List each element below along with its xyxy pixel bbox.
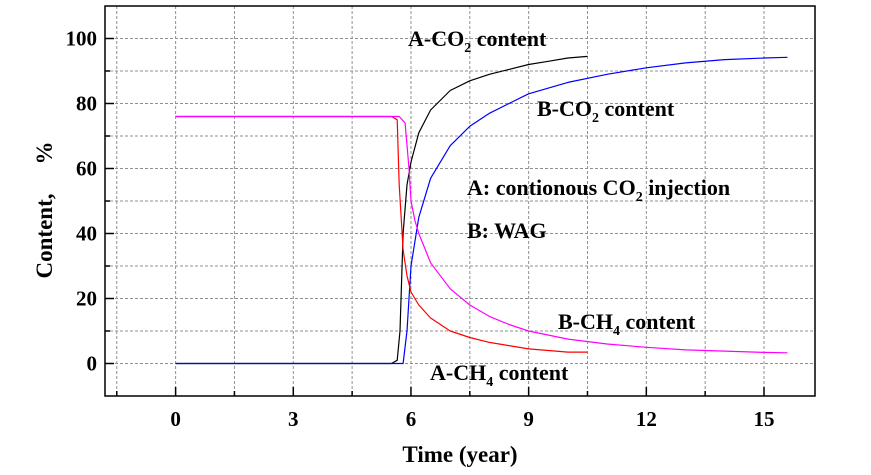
- y-axis-label-group: Content, %: [32, 142, 57, 279]
- series-line-b-ch4: [175, 115, 788, 354]
- a-co2-annotation: A-CO2 content: [408, 26, 547, 56]
- y-axis-unit: %: [32, 142, 57, 165]
- legend-a-note: A: contionous CO2 injection: [467, 175, 730, 205]
- axis-ticks: 0 3 6 9 12 15 0 20 40 60 80 100: [66, 27, 775, 432]
- y-tick-label: 0: [87, 352, 98, 376]
- series-line-a-co2: [175, 55, 588, 365]
- x-tick-label: 6: [406, 407, 417, 431]
- y-tick-label: 40: [76, 222, 97, 246]
- x-tick-label: 9: [523, 407, 534, 431]
- series-lines: [175, 55, 788, 365]
- a-ch4-annotation: A-CH4 content: [430, 360, 569, 390]
- x-tick-label: 3: [288, 407, 299, 431]
- x-axis-label: Time (year): [402, 442, 517, 467]
- x-tick-label: 0: [170, 407, 181, 431]
- legend-b-note: B: WAG: [467, 218, 547, 243]
- x-tick-label: 12: [636, 407, 657, 431]
- y-tick-label: 100: [66, 27, 98, 51]
- series-line-b-co2: [175, 56, 788, 365]
- b-ch4-annotation: B-CH4 content: [558, 309, 696, 339]
- y-axis-label: Content,: [32, 194, 57, 279]
- y-tick-label: 20: [76, 287, 97, 311]
- series-line-a-ch4: [175, 115, 588, 353]
- y-tick-label: 80: [76, 92, 97, 116]
- grid: [105, 6, 815, 396]
- y-tick-label: 60: [76, 157, 97, 181]
- x-tick-label: 15: [754, 407, 775, 431]
- b-co2-annotation: B-CO2 content: [537, 96, 675, 126]
